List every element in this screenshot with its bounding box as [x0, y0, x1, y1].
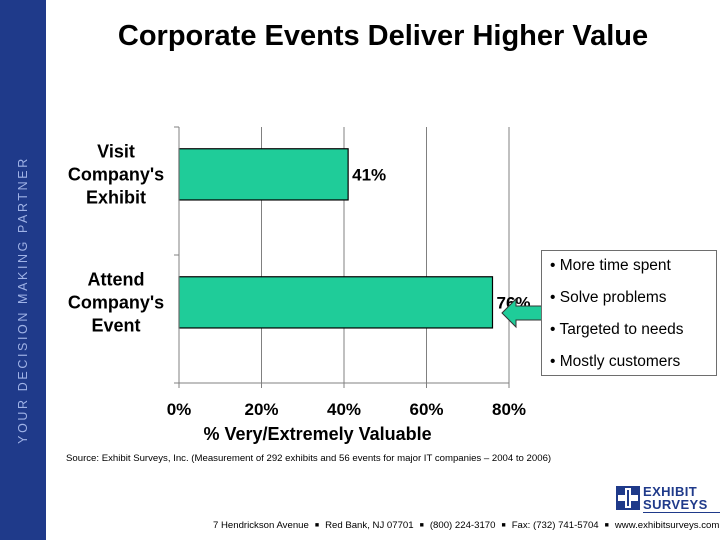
- callout-item: • Solve problems: [550, 289, 667, 306]
- axes: [174, 126, 510, 388]
- logo-text-exhibit: EXHIBIT: [643, 484, 698, 499]
- footer-separator: ■: [314, 521, 320, 529]
- callout-item: • Targeted to needs: [550, 321, 684, 338]
- logo-cross-icon: [616, 486, 640, 510]
- x-tick-label: 40%: [327, 400, 361, 419]
- footer-city: Red Bank, NJ 07701: [325, 520, 414, 531]
- footer-phone: (800) 224-3170: [429, 520, 496, 531]
- category-labels: Visit Company's Exhibit Attend Company's Even…: [68, 141, 164, 335]
- category-label: Attend: [88, 269, 145, 289]
- footer-website-link[interactable]: www.exhibitsurveys.com: [614, 520, 720, 531]
- category-label: Event: [91, 315, 140, 335]
- x-tick-label: 20%: [244, 400, 278, 419]
- x-tick-label: 60%: [409, 400, 443, 419]
- footer-address: 7 Hendrickson Avenue: [213, 520, 309, 531]
- category-label: Exhibit: [86, 187, 146, 207]
- category-label: Visit: [97, 141, 135, 161]
- callout-item: • Mostly customers: [550, 353, 681, 370]
- x-axis-label: % Very/Extremely Valuable: [204, 424, 432, 444]
- bars: [178, 148, 494, 329]
- bar: [178, 276, 494, 329]
- tick-labels: 0% 20% 40% 60% 80%: [167, 400, 526, 419]
- bar-chart: Visit Company's Exhibit Attend Company's Even…: [68, 126, 531, 444]
- x-tick-label: 0%: [167, 400, 192, 419]
- source-note: Source: Exhibit Surveys, Inc. (Measureme…: [66, 453, 552, 464]
- footer-contact: 7 Hendrickson Avenue ■ Red Bank, NJ 07701 ■…: [213, 520, 719, 531]
- page-title: Corporate Events Deliver Higher Value: [117, 20, 649, 52]
- sidebar-tagline: YOUR DECISION MAKING PARTNER: [16, 156, 30, 444]
- footer-separator: ■: [419, 521, 424, 529]
- footer-separator: ■: [604, 521, 609, 529]
- logo-text-surveys: SURVEYS: [643, 497, 708, 512]
- category-label: Company's: [68, 164, 164, 184]
- callout-box: • More time spent • Solve problems • Tar…: [541, 250, 717, 376]
- category-label: Company's: [68, 292, 164, 312]
- callout-item: • More time spent: [550, 257, 671, 274]
- footer-fax: Fax: (732) 741-5704: [511, 520, 599, 531]
- footer-separator: ■: [501, 521, 506, 529]
- bar: [178, 148, 349, 201]
- x-tick-label: 80%: [492, 400, 526, 419]
- sidebar-band: YOUR DECISION MAKING PARTNER: [0, 0, 46, 540]
- callout-arrow-icon: [501, 297, 543, 329]
- bar-value-label: 41%: [352, 165, 386, 184]
- logo-underline: [643, 512, 720, 513]
